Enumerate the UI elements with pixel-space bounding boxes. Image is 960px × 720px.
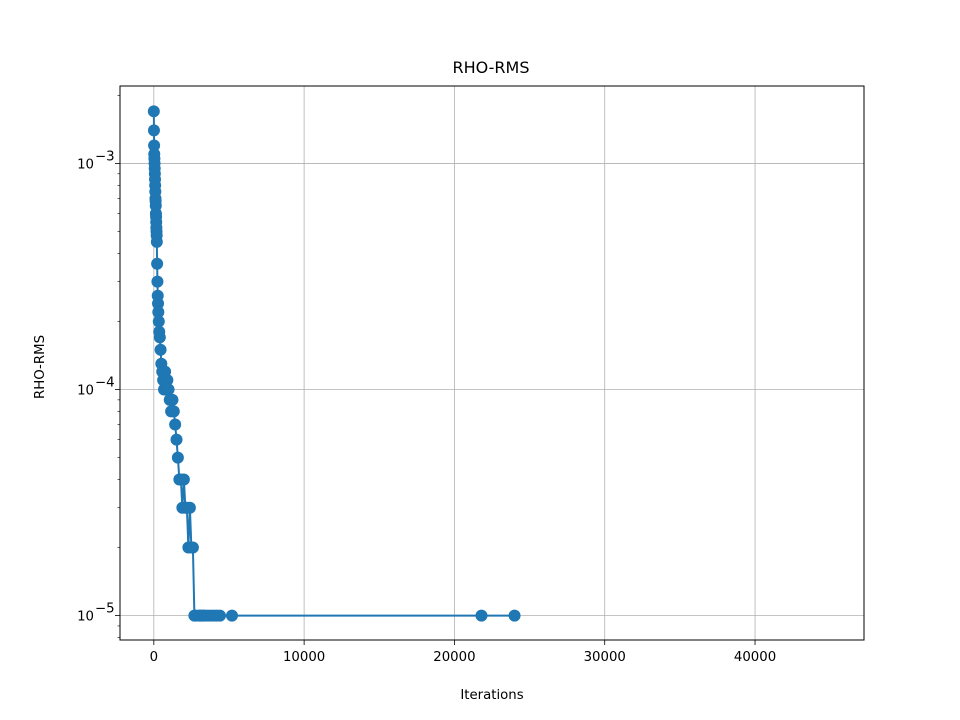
y-tick-label: 10	[77, 610, 94, 625]
data-point	[186, 541, 199, 554]
data-point	[148, 139, 161, 152]
x-axis-label: Iterations	[460, 688, 523, 703]
y-tick-label: 10	[77, 157, 94, 172]
y-tick-base: 10	[77, 157, 94, 172]
y-axis: 10−510−410−3	[77, 95, 120, 638]
data-point	[225, 609, 238, 622]
data-point	[475, 609, 488, 622]
x-tick-label: 10000	[283, 650, 325, 665]
x-tick-label: 0	[150, 650, 158, 665]
data-point	[151, 257, 164, 270]
data-point	[162, 383, 175, 396]
plot-frame	[119, 85, 865, 641]
data-point	[154, 343, 167, 356]
series-layer	[147, 105, 521, 622]
data-point	[213, 609, 226, 622]
y-tick-base: 10	[77, 610, 94, 625]
data-point	[153, 331, 166, 344]
data-point	[152, 297, 165, 310]
chart-title: RHO-RMS	[452, 58, 529, 77]
data-point	[152, 315, 165, 328]
data-point	[152, 306, 165, 319]
y-tick-label: 10	[77, 384, 94, 399]
data-point	[166, 393, 179, 406]
y-tick-exponent: −3	[95, 149, 115, 164]
y-tick-exponent: −4	[95, 376, 115, 391]
data-point	[147, 105, 160, 118]
data-point	[508, 609, 521, 622]
data-point	[171, 451, 184, 464]
data-point	[177, 473, 190, 486]
x-tick-label: 30000	[584, 650, 626, 665]
y-axis-label: RHO-RMS	[33, 335, 48, 399]
data-point	[150, 235, 163, 248]
x-axis: 0 10000 20000 30000 40000	[150, 640, 776, 665]
data-point	[151, 275, 164, 288]
data-point	[147, 124, 160, 137]
data-point	[183, 501, 196, 514]
y-tick-base: 10	[77, 384, 94, 399]
data-point	[167, 405, 180, 418]
x-tick-label: 20000	[433, 650, 475, 665]
data-point	[161, 374, 174, 387]
data-point	[170, 433, 183, 446]
data-point	[169, 418, 182, 431]
x-tick-label: 40000	[734, 650, 776, 665]
y-tick-exponent: −5	[95, 602, 115, 617]
